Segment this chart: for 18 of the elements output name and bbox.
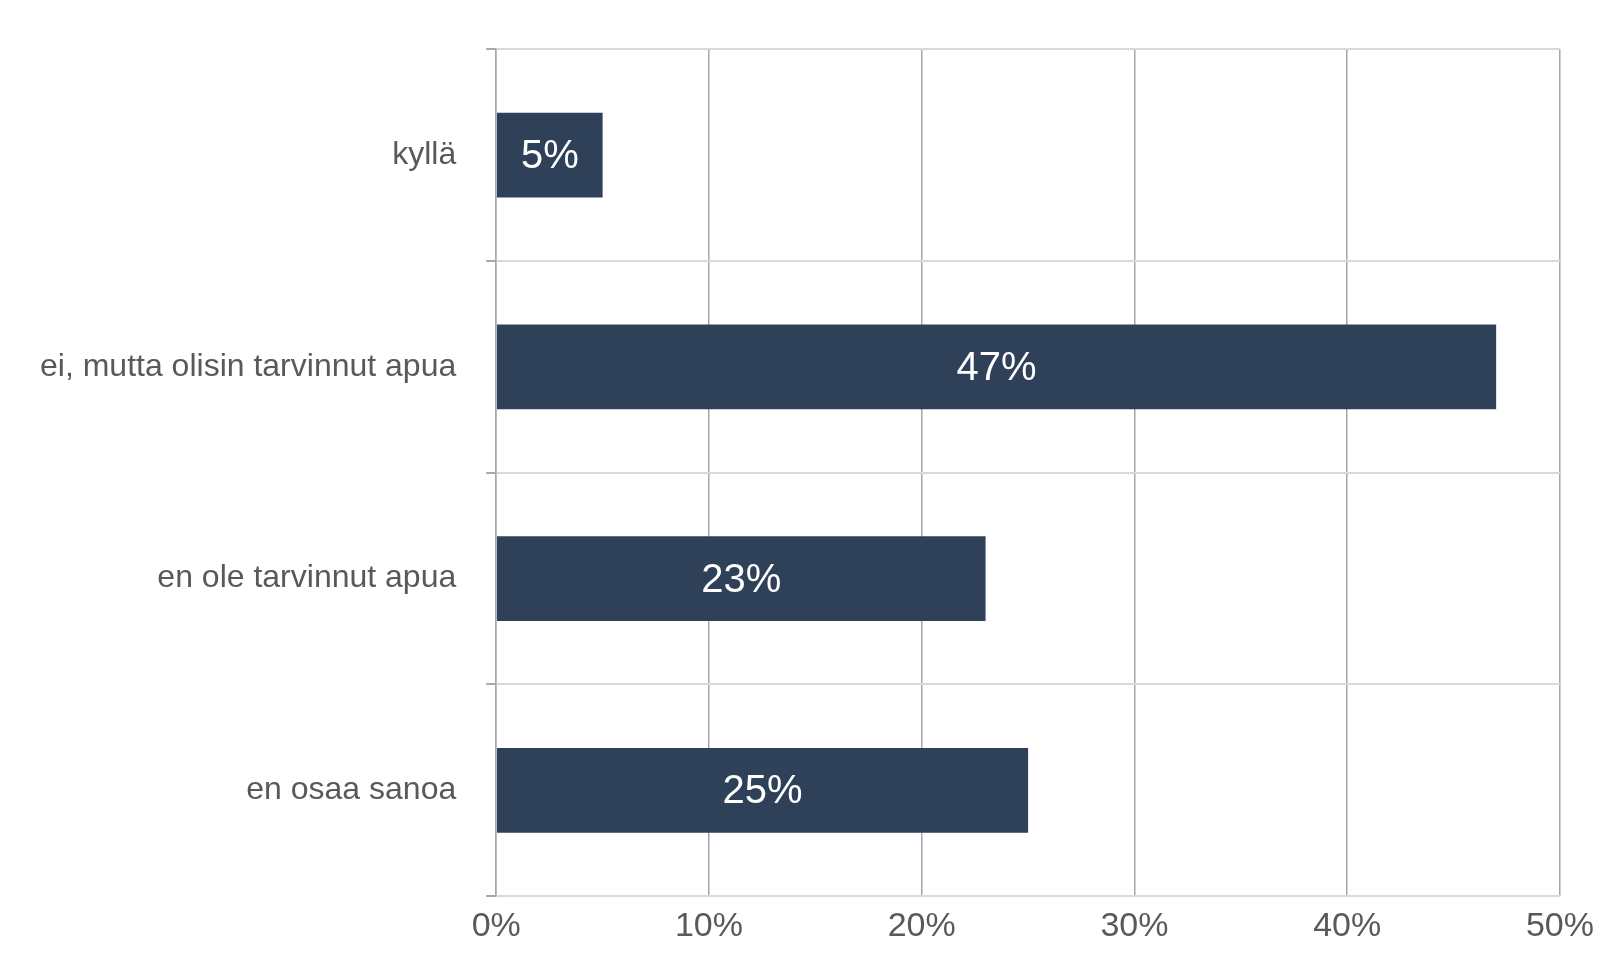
y-tick-label: kyllä [392, 134, 457, 171]
y-tick-label: ei, mutta olisin tarvinnut apua [40, 346, 457, 383]
data-label: 5% [520, 132, 579, 177]
x-tick-label: 20% [887, 904, 956, 943]
y-tick-label: en ole tarvinnut apua [157, 558, 457, 595]
data-label: 47% [956, 343, 1037, 388]
x-tick-label: 50% [1525, 904, 1595, 943]
bar [496, 747, 1029, 833]
x-tick-label: 30% [1100, 904, 1169, 943]
bar [496, 112, 603, 198]
x-tick-label: 10% [674, 904, 744, 943]
data-label: 23% [701, 555, 782, 600]
bar [496, 324, 1497, 410]
x-tick-label: 0% [471, 904, 521, 943]
bar [496, 536, 986, 621]
x-tick-label: 40% [1313, 904, 1382, 943]
y-tick-label: en osaa sanoa [246, 770, 457, 807]
data-label: 25% [722, 767, 803, 812]
